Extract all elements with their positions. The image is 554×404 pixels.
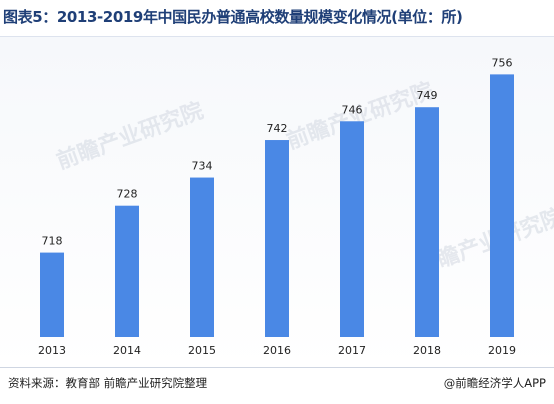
x-tick-label-2015: 2015 xyxy=(188,344,216,357)
x-tick-label-2016: 2016 xyxy=(263,344,291,357)
value-label-2016: 742 xyxy=(267,122,288,135)
x-tick-label-2017: 2017 xyxy=(338,344,366,357)
plot-area: 前瞻产业研究院 前瞻产业研究院 前瞻产业研究院 718 728 734 742 746 749… xyxy=(0,37,554,367)
value-label-2017: 746 xyxy=(342,103,363,116)
value-label-2014: 728 xyxy=(117,188,138,201)
footer-divider xyxy=(0,367,554,368)
value-label-2015: 734 xyxy=(192,160,213,173)
x-tick-label-2014: 2014 xyxy=(113,344,141,357)
x-tick-label-2013: 2013 xyxy=(38,344,66,357)
value-labels-group: 718 728 734 742 746 749 756 xyxy=(42,56,513,247)
brand-credit: @前瞻经济学人APP xyxy=(443,376,546,390)
bar-2019 xyxy=(490,74,514,338)
x-tick-label-2018: 2018 xyxy=(413,344,441,357)
value-label-2013: 718 xyxy=(42,235,63,248)
bar-2014 xyxy=(115,205,139,337)
bars-group xyxy=(40,74,514,338)
chart-title: 图表5：2013-2019年中国民办普通高校数量规模变化情况(单位：所) xyxy=(3,8,463,26)
source-note: 资料来源：教育部 前瞻产业研究院整理 xyxy=(8,376,208,390)
x-tick-label-2019: 2019 xyxy=(488,344,516,357)
bar-2017 xyxy=(340,121,364,337)
value-label-2019: 756 xyxy=(492,56,513,69)
value-label-2018: 749 xyxy=(417,89,438,102)
watermark-text: 前瞻产业研究院 xyxy=(53,98,207,175)
bar-2018 xyxy=(415,107,439,337)
bar-2015 xyxy=(190,177,214,337)
title-divider xyxy=(0,36,554,37)
bar-2016 xyxy=(265,140,289,337)
bar-2013 xyxy=(40,252,64,337)
x-axis-labels-group: 2013 2014 2015 2016 2017 2018 2019 xyxy=(38,344,516,357)
